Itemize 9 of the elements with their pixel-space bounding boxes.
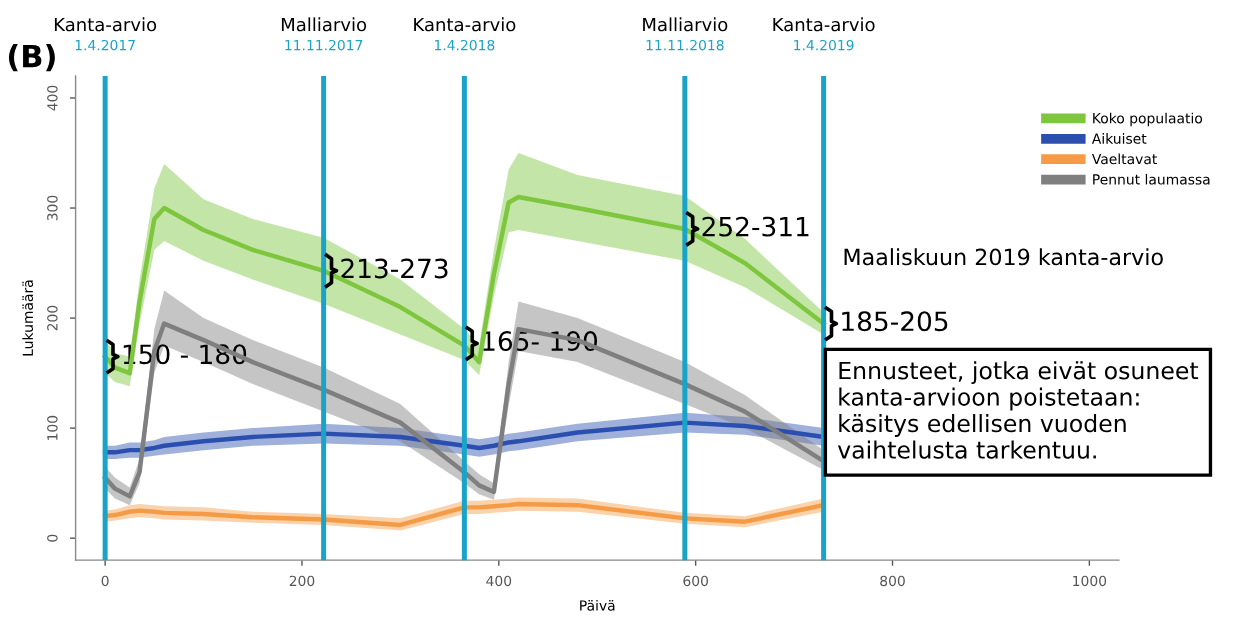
- line-series: [102, 420, 826, 455]
- annotation: 213-273: [341, 258, 448, 279]
- annotation: 252-311: [702, 216, 809, 237]
- annotation: 185-205: [842, 311, 948, 332]
- annotation: Ennusteet, jotka eivät osuneet kanta-arvioon poistetaan: käsitys edellisen vuoden vaihtelusta tarkentuu.: [837, 361, 1199, 459]
- chart-title: (B): [8, 43, 55, 72]
- line-series: [102, 194, 826, 376]
- line-series: [102, 321, 826, 499]
- annotation: Maaliskuun 2019 kanta-arvio: [844, 248, 1163, 266]
